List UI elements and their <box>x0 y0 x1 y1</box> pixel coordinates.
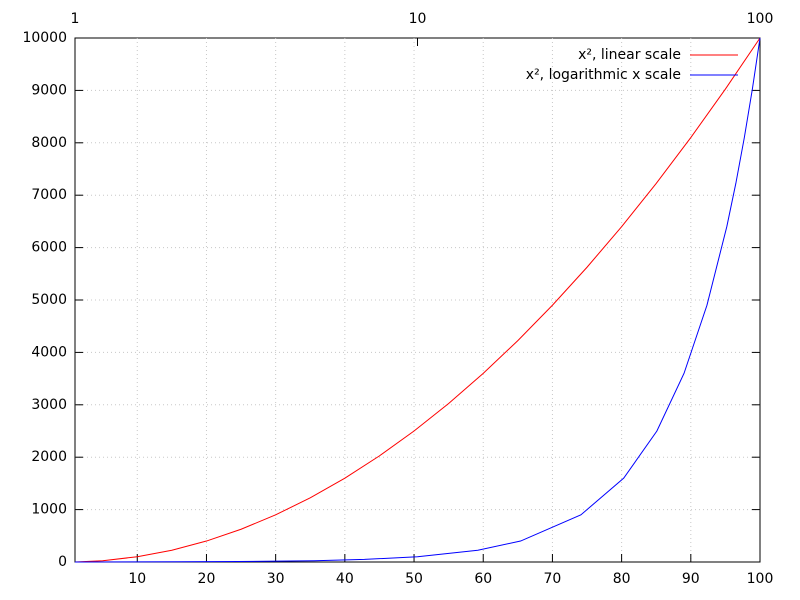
y-tick-label: 4000 <box>31 344 67 360</box>
y-tick-label: 8000 <box>31 135 67 151</box>
x-tick-label: 30 <box>267 571 285 587</box>
y-tick-label: 3000 <box>31 397 67 413</box>
x-tick-label: 20 <box>198 571 216 587</box>
x-tick-label: 90 <box>682 571 700 587</box>
y-tick-label: 7000 <box>31 187 67 203</box>
series-line <box>74 37 761 563</box>
x2-tick-label: 1 <box>71 11 80 27</box>
y-tick-label: 6000 <box>31 240 67 256</box>
x-tick-label: 60 <box>474 571 492 587</box>
y-tick-label: 2000 <box>31 449 67 465</box>
x-tick-label: 10 <box>128 571 146 587</box>
y-tick-label: 9000 <box>31 82 67 98</box>
series-line <box>74 37 761 563</box>
legend-label: x², linear scale <box>578 47 681 63</box>
y-tick-label: 10000 <box>22 30 67 46</box>
y-tick-label: 0 <box>58 554 67 570</box>
x2-tick-label: 10 <box>409 11 427 27</box>
x-tick-label: 40 <box>336 571 354 587</box>
x-tick-label: 70 <box>544 571 562 587</box>
x-tick-label: 100 <box>747 571 774 587</box>
x2-tick-label: 100 <box>747 11 774 27</box>
y-tick-label: 5000 <box>31 292 67 308</box>
x-tick-label: 50 <box>405 571 423 587</box>
legend-label: x², logarithmic x scale <box>526 67 681 83</box>
y-tick-label: 1000 <box>31 502 67 518</box>
plot-frame <box>74 37 761 563</box>
x-tick-label: 80 <box>613 571 631 587</box>
